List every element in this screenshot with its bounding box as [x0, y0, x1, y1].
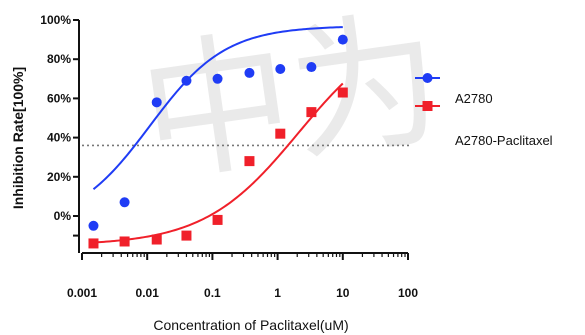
axes: 0% 20% 40% 60% 80% 100% 0.001 0.01 0.1 1 10 100	[40, 13, 418, 300]
data-point-series-2	[275, 128, 286, 139]
data-point-series-1	[212, 73, 223, 84]
y-tick-label: 0%	[54, 209, 72, 223]
legend-label-1: A2780	[455, 91, 493, 106]
x-tick-label: 10	[336, 286, 350, 300]
data-point-series-2	[337, 87, 348, 98]
y-tick-label: 100%	[40, 13, 71, 27]
data-point-series-2	[119, 236, 130, 247]
x-tick-label: 0.01	[136, 286, 160, 300]
x-tick-label: 0.001	[67, 286, 97, 300]
data-point-series-2	[212, 214, 223, 225]
data-point-series-1	[337, 34, 348, 45]
y-tick-label: 80%	[47, 52, 71, 66]
fit-curve-1	[92, 26, 343, 190]
data-point-series-2	[88, 238, 99, 249]
data-point-series-1	[88, 220, 99, 231]
fit-curves	[92, 26, 344, 244]
fit-curve-2	[93, 82, 344, 244]
x-tick-label: 1	[274, 286, 281, 300]
x-tick-label: 0.1	[204, 286, 221, 300]
legend-marker-2	[422, 101, 433, 111]
x-axis-title: Concentration of Paclitaxel(uM)	[153, 317, 348, 333]
data-point-series-1	[119, 197, 130, 208]
data-point-series-2	[244, 156, 255, 167]
data-point-series-2	[306, 107, 317, 118]
watermark: 中为	[131, 0, 452, 206]
data-point-series-2	[181, 230, 192, 241]
legend-marker-1	[422, 73, 433, 83]
legend: A2780 A2780-Paclitaxel	[415, 73, 553, 148]
watermark-text: 中为	[131, 0, 452, 206]
y-tick-label: 20%	[47, 170, 71, 184]
x-tick-label: 100	[398, 286, 418, 300]
data-point-series-1	[151, 97, 162, 108]
data-point-series-1	[181, 75, 192, 86]
y-tick-label: 40%	[47, 131, 71, 145]
y-axis-title: Inhibition Rate[100%]	[10, 67, 26, 209]
data-point-series-1	[306, 62, 317, 73]
y-tick-label: 60%	[47, 91, 71, 105]
data-points	[88, 34, 348, 249]
legend-label-2: A2780-Paclitaxel	[455, 133, 553, 148]
data-point-series-1	[244, 67, 255, 78]
data-point-series-1	[275, 64, 286, 74]
data-point-series-2	[151, 234, 162, 245]
